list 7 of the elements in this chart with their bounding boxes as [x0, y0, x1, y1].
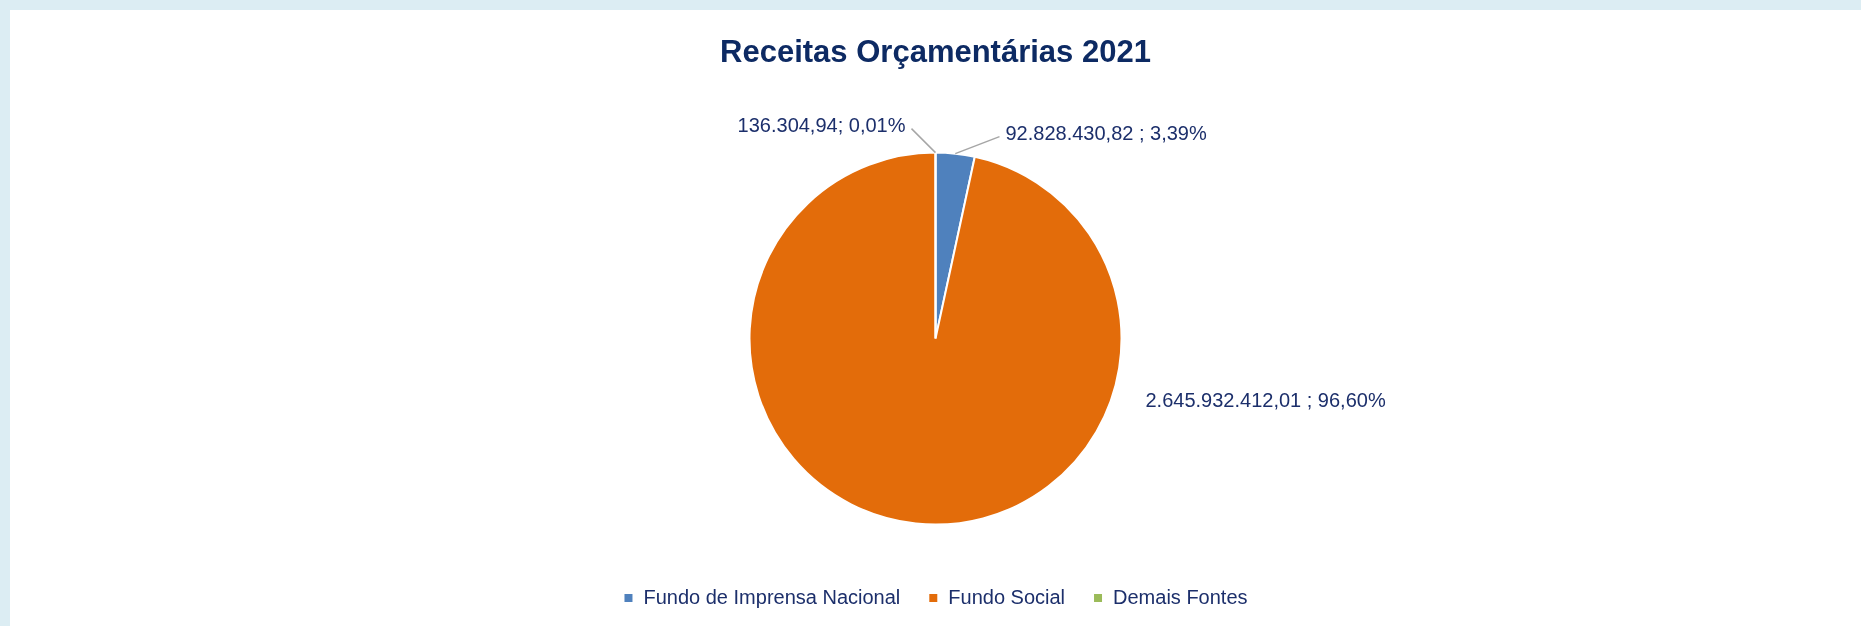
chart-title: Receitas Orçamentárias 2021 [720, 34, 1151, 70]
legend-label: Fundo de Imprensa Nacional [643, 585, 901, 608]
legend-label: Fundo Social [948, 585, 1066, 608]
data-label: 136.304,94; 0,01% [737, 114, 906, 137]
data-label: 2.645.932.412,01 ; 96,60% [1145, 389, 1386, 412]
legend-label: Demais Fontes [1113, 585, 1248, 608]
data-label: 92.828.430,82 ; 3,39% [1005, 122, 1207, 145]
